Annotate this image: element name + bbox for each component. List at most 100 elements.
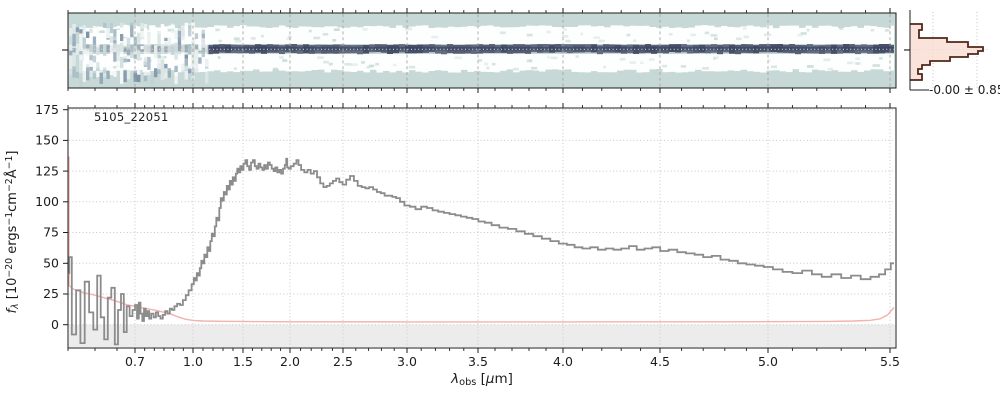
negative-band-upper: [721, 26, 728, 44]
band-speckle: [736, 37, 742, 41]
band-speckle: [361, 61, 365, 64]
x-tick-label: 4.5: [650, 354, 670, 369]
noise-blob: [157, 58, 161, 70]
x-tick-label: 4.0: [553, 354, 573, 369]
negative-band-lower: [857, 54, 864, 72]
negative-band-upper: [714, 27, 721, 44]
noise-blob: [164, 37, 168, 41]
noise-blob: [201, 29, 205, 34]
noise-column-base: [113, 28, 117, 66]
negative-band-lower: [422, 54, 429, 73]
noise-blob: [120, 22, 124, 28]
noise-blob: [69, 35, 73, 45]
negative-band-lower: [149, 54, 156, 71]
y-axis-label-t3: cm: [5, 192, 21, 212]
x-tick-label: 5.5: [880, 354, 900, 369]
negative-band-upper: [467, 26, 474, 44]
x-axis-label-mu: μ: [485, 371, 495, 387]
negative-band-upper: [649, 27, 656, 44]
negative-band-upper: [701, 25, 708, 44]
band-speckle: [492, 62, 496, 66]
negative-band-upper: [805, 25, 812, 44]
noise-blob: [143, 71, 148, 76]
y-tick-label: 0: [51, 317, 59, 332]
negative-band-upper: [214, 25, 221, 44]
noise-column-base: [109, 25, 114, 76]
x-tick-label: 5.0: [758, 354, 778, 369]
negative-band-upper: [851, 26, 858, 44]
noise-blob: [82, 25, 86, 34]
negative-band-upper: [662, 26, 669, 44]
band-speckle: [714, 37, 718, 41]
noise-blob: [133, 70, 137, 81]
negative-band-lower: [584, 54, 591, 73]
negative-band-lower: [246, 54, 253, 71]
y-tick-label: 125: [35, 163, 59, 178]
negative-band-upper: [285, 27, 292, 44]
band-speckle: [767, 59, 771, 62]
noise-blob: [137, 68, 141, 75]
noise-blob: [123, 24, 127, 37]
band-speckle: [333, 28, 340, 31]
negative-band-lower: [292, 54, 299, 72]
noise-blob: [113, 52, 117, 62]
band-speckle: [680, 65, 687, 68]
band-speckle: [847, 61, 853, 65]
noise-blob: [171, 23, 175, 29]
noise-blob: [113, 29, 117, 40]
negative-band-lower: [773, 54, 780, 71]
negative-band-lower: [552, 54, 559, 70]
noise-blob: [174, 42, 178, 54]
trace-faint: [86, 44, 92, 52]
band-speckle: [566, 39, 571, 43]
band-speckle: [626, 33, 631, 37]
negative-band-lower: [890, 54, 894, 71]
band-speckle: [146, 27, 150, 31]
band-speckle: [603, 65, 606, 69]
negative-band-upper: [383, 26, 390, 44]
negative-band-upper: [890, 25, 894, 44]
noise-blob: [75, 71, 80, 79]
noise-blob: [116, 61, 120, 66]
negative-band-lower: [727, 54, 734, 71]
noise-blob: [167, 37, 171, 46]
band-speckle: [806, 28, 810, 32]
negative-band-lower: [344, 54, 351, 72]
noise-blob: [120, 56, 124, 69]
negative-band-lower: [747, 54, 754, 72]
negative-band-lower: [643, 54, 650, 73]
negative-band-upper: [818, 25, 825, 44]
band-speckle: [856, 62, 860, 65]
negative-band-upper: [409, 26, 416, 44]
band-speckle: [547, 55, 550, 59]
negative-band-lower: [688, 54, 695, 72]
negative-band-lower: [740, 54, 747, 70]
negative-band-lower: [298, 54, 305, 72]
noise-blob: [181, 60, 185, 72]
noise-blob: [79, 73, 83, 87]
negative-band-lower: [649, 54, 656, 70]
x-tick-label: 2.0: [280, 354, 300, 369]
negative-band-upper: [363, 26, 370, 44]
negative-band-upper: [877, 27, 884, 44]
band-speckle: [575, 55, 579, 58]
negative-band-upper: [571, 26, 578, 44]
noise-blob: [113, 40, 117, 44]
negative-band-lower: [272, 54, 279, 70]
noise-blob: [89, 66, 93, 71]
band-speckle: [763, 33, 772, 37]
band-speckle: [499, 31, 506, 35]
band-speckle: [743, 35, 749, 39]
noise-blob: [123, 70, 127, 83]
y-axis-label-t1: [10: [5, 277, 21, 304]
negative-band-upper: [448, 26, 455, 44]
noise-blob: [184, 58, 188, 66]
band-speckle: [855, 57, 861, 61]
negative-band-upper: [636, 25, 643, 44]
band-speckle: [137, 36, 145, 40]
negative-band-upper: [519, 26, 526, 44]
noise-blob: [99, 58, 103, 67]
y-axis-label-e3: −2: [4, 178, 15, 193]
band-speckle: [702, 67, 709, 70]
noise-blob: [106, 57, 110, 68]
